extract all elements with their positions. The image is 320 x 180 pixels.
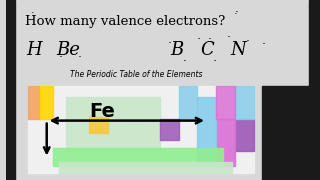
Text: How many valence electrons?: How many valence electrons? xyxy=(25,15,225,28)
Bar xyxy=(309,0,320,180)
Text: B: B xyxy=(171,41,184,59)
Text: Fe: Fe xyxy=(89,102,115,121)
Text: ·: · xyxy=(59,51,63,64)
Text: ·: · xyxy=(167,37,171,50)
Bar xyxy=(66,97,160,151)
Text: ·: · xyxy=(31,8,34,18)
Bar xyxy=(53,148,223,166)
Bar xyxy=(89,117,108,133)
Bar xyxy=(28,86,40,119)
Bar xyxy=(216,86,235,119)
Text: Be: Be xyxy=(57,41,81,59)
Text: ·: · xyxy=(197,33,201,46)
Text: ·: · xyxy=(78,51,82,64)
Bar xyxy=(262,86,320,180)
Text: ·: · xyxy=(246,35,250,48)
Bar xyxy=(28,86,254,173)
Bar xyxy=(6,0,15,180)
Text: ·: · xyxy=(235,6,239,19)
Bar xyxy=(59,162,232,173)
Text: ·: · xyxy=(233,9,237,19)
Text: C: C xyxy=(200,41,214,59)
Text: ·: · xyxy=(183,55,187,68)
Text: ·: · xyxy=(208,33,212,46)
Text: ·: · xyxy=(227,31,231,44)
Text: N: N xyxy=(230,41,246,59)
Bar xyxy=(40,86,53,119)
Text: ·: · xyxy=(261,39,266,51)
Text: ·: · xyxy=(213,55,217,68)
Bar xyxy=(160,119,179,140)
Bar xyxy=(179,86,197,119)
Bar xyxy=(235,119,254,151)
Bar xyxy=(216,119,235,166)
Bar xyxy=(197,97,216,166)
Bar xyxy=(235,86,254,119)
Text: The Periodic Table of the Elements: The Periodic Table of the Elements xyxy=(70,70,203,79)
Text: H: H xyxy=(26,41,42,59)
